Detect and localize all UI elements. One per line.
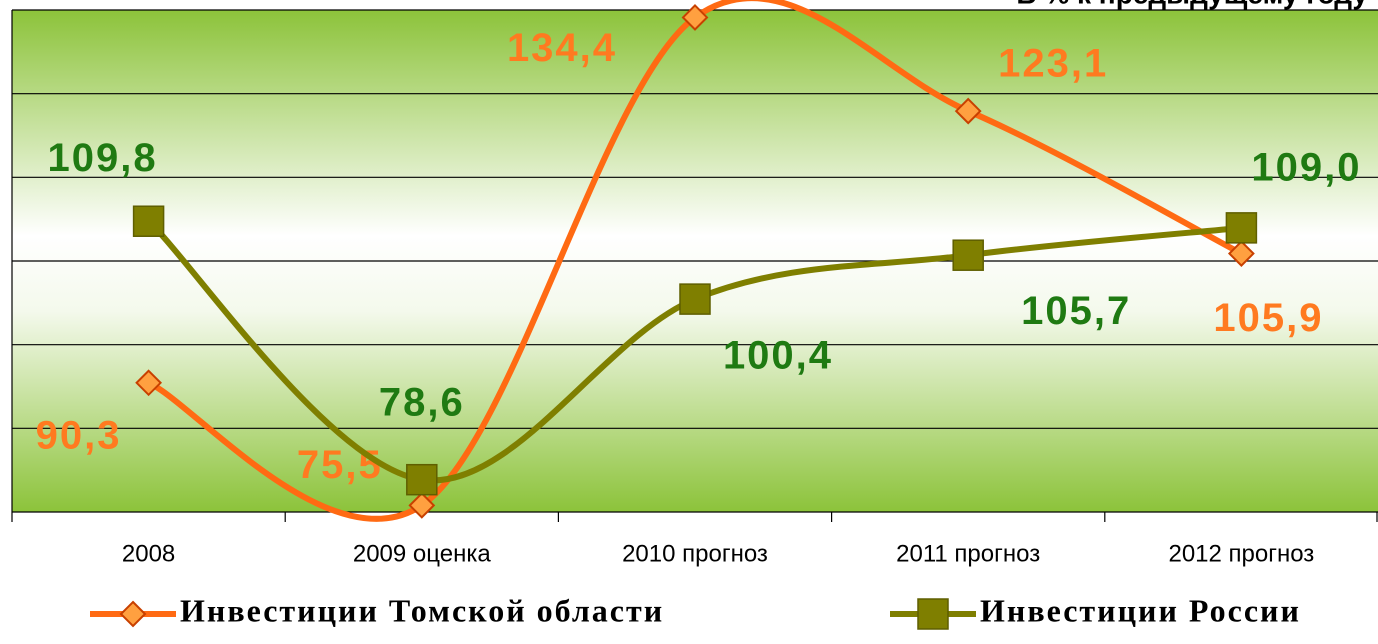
marker (406, 463, 438, 496)
marker (952, 239, 984, 271)
x-tick-label: 2011 прогноз (896, 540, 1040, 567)
x-tick-label: 2010 прогноз (622, 540, 768, 567)
x-tick-label: 2008 (122, 540, 175, 567)
value-label: 123,1 (998, 42, 1108, 86)
value-label: 75,5 (297, 443, 383, 487)
legend-label: Инвестиции России (980, 592, 1301, 628)
subtitle: В % к предыдущему году (1016, 0, 1368, 9)
legend-label: Инвестиции Томской области (180, 592, 664, 628)
value-label: 100,4 (723, 334, 833, 378)
marker (1227, 240, 1255, 267)
value-label: 109,0 (1251, 145, 1361, 189)
series-line (146, 219, 1242, 484)
value-label: 109,8 (48, 136, 158, 180)
marker (954, 97, 982, 125)
value-label: 134,4 (507, 26, 617, 70)
x-tick-label: 2012 прогноз (1168, 540, 1314, 567)
value-label: 105,9 (1213, 296, 1323, 340)
marker (917, 598, 949, 630)
marker (135, 369, 163, 397)
marker (1225, 212, 1258, 244)
series-line (147, 0, 1243, 522)
x-tick-label: 2009 оценка (353, 540, 492, 567)
value-label: 78,6 (379, 380, 465, 424)
value-label: 105,7 (1021, 289, 1131, 333)
marker (119, 600, 147, 628)
marker (679, 283, 711, 315)
marker (681, 4, 709, 31)
marker (408, 491, 436, 519)
value-label: 90,3 (36, 413, 122, 457)
marker (132, 205, 165, 237)
